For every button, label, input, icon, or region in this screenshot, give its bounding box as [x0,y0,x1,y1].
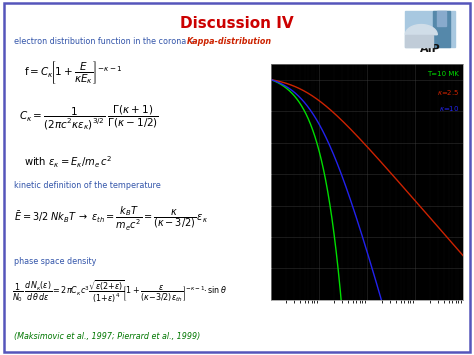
Text: $C_\kappa = \dfrac{1}{(2\pi c^2\kappa\varepsilon_\kappa)^{3/2}}\;\dfrac{\Gamma(\: $C_\kappa = \dfrac{1}{(2\pi c^2\kappa\va… [19,103,159,132]
Text: Discussion IV: Discussion IV [180,16,294,31]
X-axis label: E (keV): E (keV) [354,323,381,332]
Text: $\kappa$=10: $\kappa$=10 [439,104,459,113]
Text: AIP: AIP [420,44,440,54]
Text: $\bar{E} = 3/2\;Nk_B T \;\rightarrow\; \varepsilon_{th} = \dfrac{k_B T}{m_e c^2}: $\bar{E} = 3/2\;Nk_B T \;\rightarrow\; \… [14,204,208,233]
Text: T=10 MK: T=10 MK [428,71,459,77]
Y-axis label: dN/d$\varepsilon$  1/N$_0$: dN/d$\varepsilon$ 1/N$_0$ [229,163,238,201]
Polygon shape [405,24,437,35]
Text: electron distribution function in the corona  –: electron distribution function in the co… [14,37,201,46]
Bar [405,35,433,47]
Text: phase space density: phase space density [14,257,97,266]
Text: Kappa-distribution: Kappa-distribution [187,37,273,46]
Text: $\kappa$=2.5: $\kappa$=2.5 [437,87,459,97]
Title: dN/d$\varepsilon$  1/N$_0$  (Maxwell & Kappa): dN/d$\varepsilon$ 1/N$_0$ (Maxwell & Kap… [309,54,425,64]
Text: (Maksimovic et al., 1997; Pierrard et al., 1999): (Maksimovic et al., 1997; Pierrard et al… [14,332,201,341]
Bar [437,11,446,26]
Text: $\dfrac{1}{N_0}\;\dfrac{dN_\kappa(\varepsilon)}{d\theta\,d\varepsilon} = 2\pi C_: $\dfrac{1}{N_0}\;\dfrac{dN_\kappa(\varep… [12,279,227,305]
Text: kinetic definition of the temperature: kinetic definition of the temperature [14,181,161,190]
Text: with $\varepsilon_\kappa = E_\kappa / m_e\, c^2$: with $\varepsilon_\kappa = E_\kappa / m_… [24,154,112,170]
Text: $\mathrm{f} = C_\kappa\!\left[1+\dfrac{E}{\kappa E_\kappa}\right]^{-\kappa-1}$: $\mathrm{f} = C_\kappa\!\left[1+\dfrac{E… [24,59,122,86]
Bar [433,11,450,47]
Bar [405,11,455,47]
